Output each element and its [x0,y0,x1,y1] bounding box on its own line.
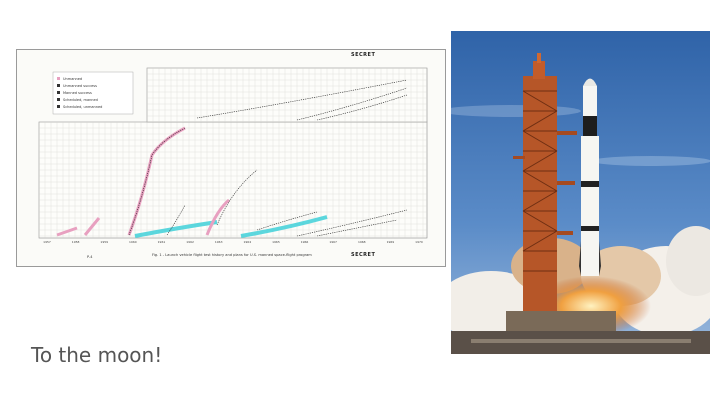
launch-tower [513,53,577,316]
cyan-highlight [240,215,328,238]
legend-label: Scheduled, manned [63,98,98,102]
year-tick-label: 1959 [100,240,108,244]
pink-highlight [205,198,230,236]
year-tick-label: 1960 [129,240,137,244]
rocket-launch-photo [451,31,710,354]
year-tick-label: 1965 [272,240,280,244]
legend-label: Manned success [63,91,92,95]
legend-marker [57,77,60,80]
year-tick-label: 1967 [329,240,337,244]
pink-highlight [83,217,101,236]
upper-panel [146,67,428,123]
year-tick-label: 1970 [415,240,423,244]
launch-scene [451,31,710,354]
legend-marker [57,98,60,101]
pink-highlight [56,226,78,237]
legend-marker [57,105,60,108]
flight-series-line [166,204,186,236]
flight-series-line [316,219,398,237]
legend-label: Unmanned success [63,84,97,88]
year-tick-label: 1958 [72,240,80,244]
flight-series-line [256,211,318,231]
year-tick-label: 1962 [186,240,194,244]
year-tick-label: 1968 [358,240,366,244]
year-tick-label: 1966 [301,240,309,244]
page-label: P-4 [87,255,93,259]
flight-series-line [128,127,186,236]
year-tick-label: 1963 [215,240,223,244]
cyan-highlight [134,220,218,238]
year-tick-label: 1961 [158,240,166,244]
legend-marker [57,84,60,87]
year-tick-label: 1969 [387,240,395,244]
legend-label: Unmanned [63,77,82,81]
figure-caption: Fig. 1 - Launch vehicle flight test hist… [152,253,312,257]
classification-stamp-top: SECRET [351,52,376,58]
flight-series-line [296,209,408,237]
legend-marker [57,91,60,94]
year-tick-label: 1964 [243,240,251,244]
flight-series-line [196,79,408,119]
launch-history-chart-image: Unmanned Unmanned success Manned success Sc… [16,49,446,267]
launch-pad [451,311,710,354]
legend-box [52,71,134,115]
slide-caption: To the moon! [31,343,163,367]
flight-series-line [296,87,408,121]
chart-drawing: Unmanned Unmanned success Manned success Sc… [38,67,428,259]
lower-panel [38,121,428,239]
legend-label: Scheduled, unmanned [63,105,102,109]
year-tick-label: 1957 [43,240,51,244]
saturn-rocket [579,78,601,276]
flight-series-line [216,169,258,226]
flight-series-line [316,94,408,121]
classification-stamp-bottom: SECRET [351,252,376,258]
